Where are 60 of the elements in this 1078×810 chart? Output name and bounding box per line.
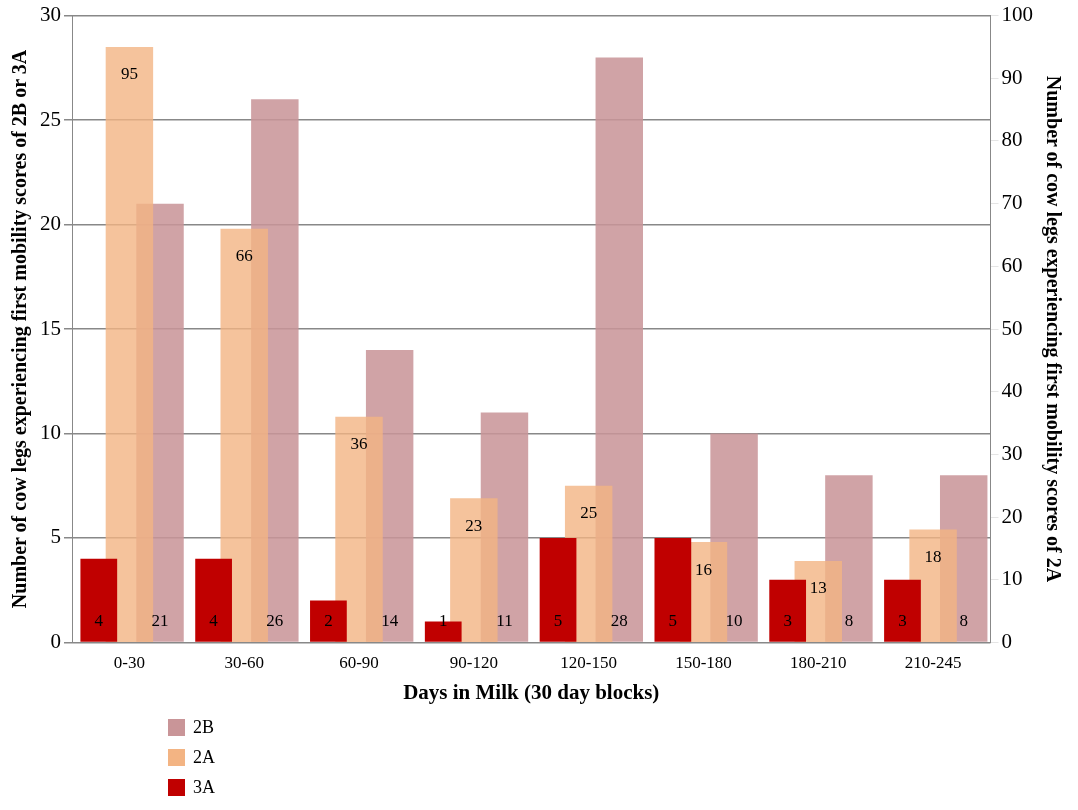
data-label: 21 — [151, 611, 169, 631]
y2-tick-label: 100 — [1001, 2, 1033, 27]
x-tick-label: 150-180 — [675, 653, 732, 673]
data-label: 14 — [381, 611, 399, 631]
data-label: 3 — [783, 611, 792, 631]
y2-axis-title: Number of cow legs experiencing first mobility scores of 2A — [1041, 75, 1065, 583]
legend-label: 2A — [193, 746, 215, 768]
data-label: 13 — [809, 578, 827, 598]
x-tick-label: 120-150 — [560, 653, 617, 673]
legend-label: 3A — [193, 776, 215, 798]
bar — [80, 558, 118, 642]
data-label: 66 — [235, 246, 253, 266]
x-tick-label: 90-120 — [449, 653, 498, 673]
data-label: 18 — [924, 547, 942, 567]
x-tick-label: 210-245 — [904, 653, 962, 673]
legend-label: 2B — [193, 716, 215, 738]
bar — [195, 558, 232, 642]
y2-tick-label: 70 — [1001, 190, 1023, 215]
data-label: 16 — [694, 559, 712, 579]
data-label: 11 — [496, 611, 513, 631]
x-tick-label: 30-60 — [224, 653, 265, 673]
x-tick-label: 0-30 — [113, 653, 145, 673]
x-tick-label: 60-90 — [339, 653, 379, 673]
data-label: 23 — [465, 515, 483, 535]
y2-tick-label: 30 — [1001, 440, 1023, 465]
y2-tick-label: 0 — [1001, 628, 1012, 653]
x-axis-title: Days in Milk (30 day blocks) — [403, 679, 660, 704]
y2-tick-label: 90 — [1001, 64, 1023, 89]
data-label: 8 — [959, 611, 968, 631]
y-tick-label: 10 — [40, 419, 61, 444]
data-label: 3 — [898, 611, 907, 631]
y2-tick-label: 20 — [1001, 503, 1023, 528]
y2-tick-label: 80 — [1001, 127, 1023, 152]
y-tick-label: 30 — [40, 2, 61, 27]
y-tick-label: 15 — [40, 315, 61, 340]
data-label: 2 — [324, 611, 333, 631]
data-label: 25 — [580, 503, 598, 523]
bar — [595, 57, 643, 642]
y2-tick-label: 10 — [1001, 566, 1023, 591]
data-label: 5 — [668, 611, 678, 631]
data-label: 4 — [94, 611, 104, 631]
data-label: 8 — [844, 611, 854, 631]
y2-tick-label: 40 — [1001, 378, 1023, 403]
data-label: 4 — [209, 611, 219, 631]
y-tick-label: 25 — [40, 106, 61, 131]
data-label: 1 — [438, 611, 448, 631]
data-label: 28 — [610, 611, 628, 631]
y-axis-title: Number of cow legs experiencing first mobility scores of 2B or 3A — [8, 49, 32, 609]
x-tick-label: 180-210 — [789, 653, 847, 673]
data-label: 36 — [350, 434, 368, 454]
bar — [310, 600, 347, 642]
data-label: 95 — [120, 64, 138, 84]
data-label: 26 — [266, 611, 284, 631]
y-tick-label: 20 — [40, 211, 61, 236]
data-label: 5 — [553, 611, 563, 631]
data-label: 10 — [725, 611, 743, 631]
y-tick-label: 5 — [50, 524, 61, 549]
y2-tick-label: 60 — [1001, 252, 1023, 277]
y2-tick-label: 50 — [1001, 315, 1023, 340]
y-tick-label: 0 — [50, 628, 61, 653]
